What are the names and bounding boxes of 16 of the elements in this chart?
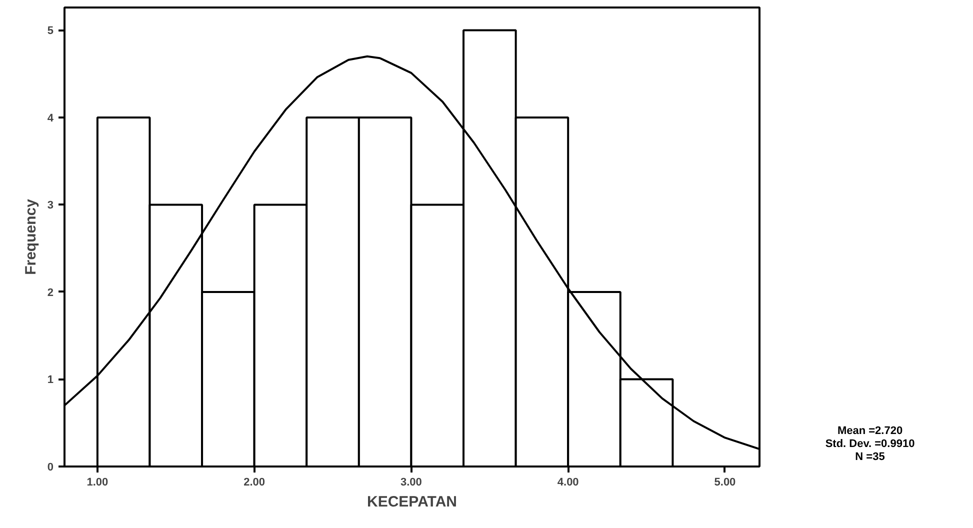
x-tick-label: 2.00 <box>244 476 266 488</box>
x-tick-label: 4.00 <box>557 476 579 488</box>
x-tick-label: 5.00 <box>714 476 736 488</box>
text: Mean =2.720 <box>836 425 904 438</box>
y-tick-label: 1 <box>47 374 54 386</box>
x-axis-title: KECEPATAN <box>367 494 457 510</box>
x-tick-label: 3.00 <box>400 476 422 488</box>
y-tick-label: 3 <box>47 200 54 212</box>
y-axis-title: Frequency <box>22 198 40 275</box>
x-tick-label: 1.00 <box>86 476 108 488</box>
y-tick-label: 0 <box>47 462 54 474</box>
text: Std. Dev. =0.9910 <box>824 438 916 451</box>
text: N =35 <box>854 451 886 464</box>
y-tick-label: 2 <box>47 286 54 299</box>
y-tick-label: 5 <box>47 25 54 38</box>
y-tick-label: 4 <box>47 112 54 124</box>
